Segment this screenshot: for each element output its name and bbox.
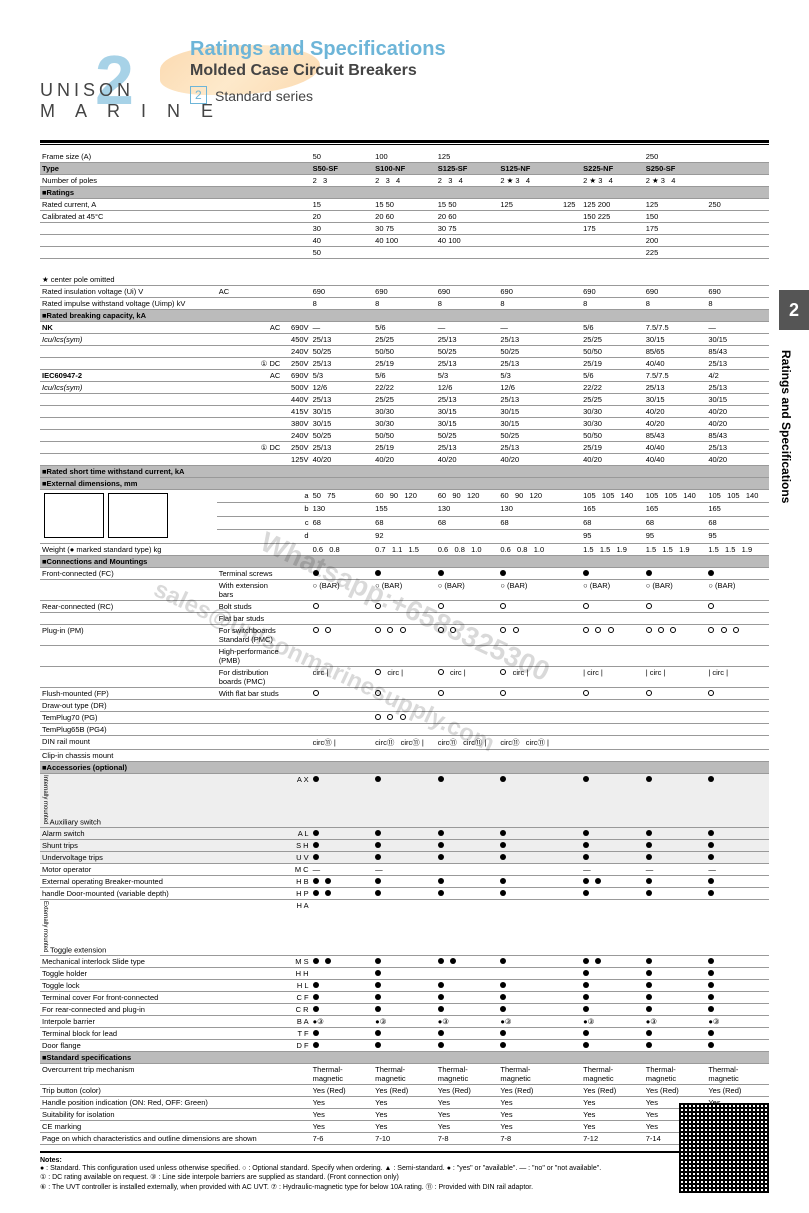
notes-section: Notes: ● : Standard. This configuration … [40, 1151, 769, 1192]
dimension-diagram [44, 493, 104, 538]
side-tab-number: 2 [779, 290, 809, 330]
side-tab: 2 Ratings and Specifications [779, 290, 809, 790]
dimension-diagram [108, 493, 168, 538]
spec-table: Frame size (A)50100125250TypeS50-SFS100-… [40, 151, 769, 1145]
qr-code [679, 1103, 769, 1193]
series-title: Standard series [215, 88, 313, 104]
note-line: ① : DC rating available on request. ③ : … [40, 1173, 769, 1181]
product-title: Molded Case Circuit Breakers [190, 62, 417, 80]
header-logo-area: 2 UNISONM A R I N E Ratings and Specific… [40, 30, 769, 140]
note-line: ● : Standard. This configuration used un… [40, 1165, 769, 1172]
page-title: Ratings and Specifications [190, 38, 446, 61]
note-line: ⑥ : The UVT controller is installed exte… [40, 1182, 769, 1192]
side-tab-label: Ratings and Specifications [779, 330, 793, 503]
notes-header: Notes: [40, 1157, 769, 1164]
series-num-box: 2 [190, 86, 207, 104]
